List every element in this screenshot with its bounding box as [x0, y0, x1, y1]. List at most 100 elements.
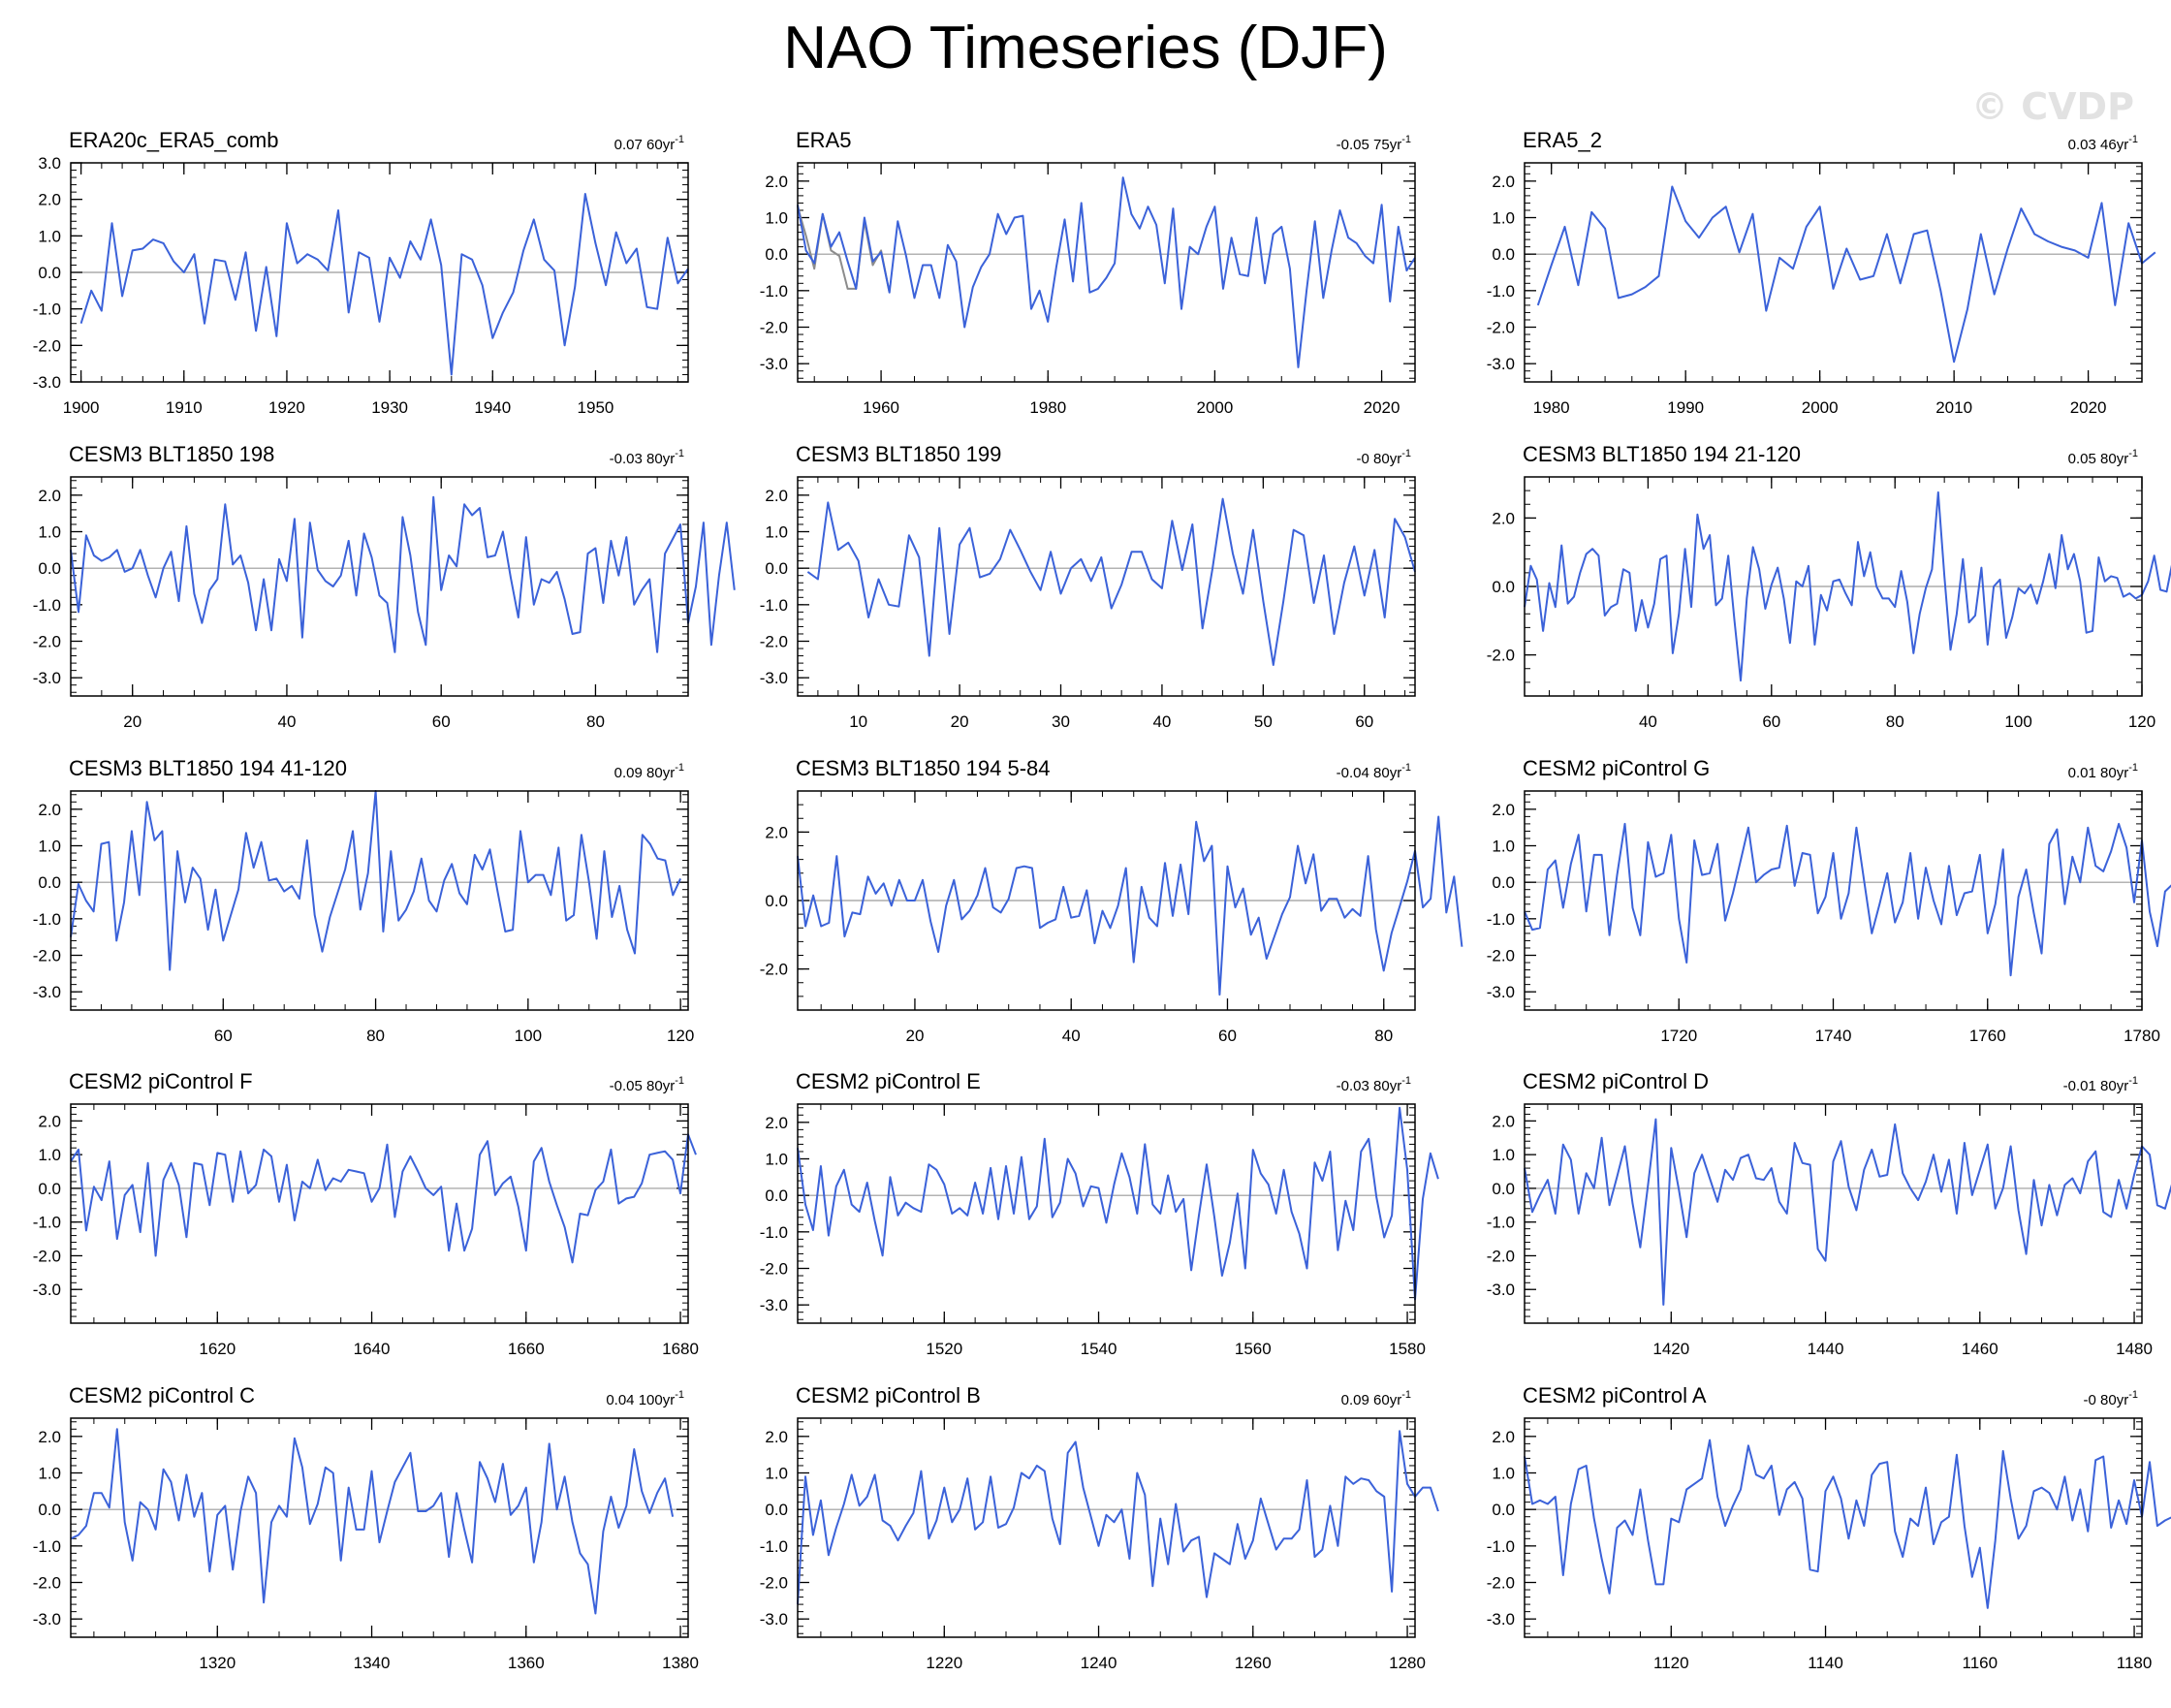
- x-tick-label: 100: [515, 1027, 542, 1045]
- chart-title: NAO Timeseries (DJF): [783, 15, 1388, 81]
- panel-trend: -0 80yr-1: [1357, 448, 1411, 467]
- panel-12: CESM2 piControl D -0.01 80yr-1 -3.0 -2.0 -1.…: [1487, 1069, 2171, 1358]
- y-tick-label: -3.0: [1487, 355, 1515, 373]
- panel-7: CESM3 BLT1850 194 41-120 0.09 80yr-1 -3.0 -…: [33, 756, 695, 1045]
- y-tick-label: -3.0: [760, 1610, 788, 1629]
- trend-exponent: -1: [2128, 134, 2138, 145]
- plot-frame: [1524, 1103, 2143, 1324]
- y-tick-label: -1.0: [760, 1537, 788, 1556]
- y-tick-label: -3.0: [1487, 983, 1515, 1001]
- x-tick-label: 1920: [268, 398, 305, 417]
- x-tick-label: 2020: [2070, 398, 2107, 417]
- y-tick-label: 2.0: [38, 1112, 61, 1130]
- y-tick-label: -1.0: [33, 910, 61, 929]
- y-tick-label: 0.0: [765, 1501, 788, 1519]
- y-tick-label: -1.0: [33, 596, 61, 615]
- y-tick-label: -3.0: [1487, 1610, 1515, 1629]
- x-tick-label: 40: [1062, 1027, 1081, 1045]
- plot-frame: [1524, 162, 2143, 383]
- y-tick-label: -2.0: [760, 319, 788, 337]
- y-tick-label: -2.0: [33, 336, 61, 355]
- trend-exponent: -1: [675, 1389, 684, 1401]
- x-tick-label: 100: [2004, 712, 2031, 731]
- series-line-1: [806, 497, 1416, 666]
- x-tick-label: 80: [366, 1027, 385, 1045]
- y-tick-label: -1.0: [1487, 1214, 1515, 1232]
- trend-exponent: -1: [1401, 134, 1411, 145]
- trend-exponent: -1: [1401, 1075, 1411, 1087]
- y-tick-label: -2.0: [1487, 319, 1515, 337]
- x-tick-label: 1140: [1808, 1654, 1843, 1672]
- trend-exponent: -1: [2128, 448, 2138, 459]
- trend-exponent: -1: [1401, 1389, 1411, 1401]
- panel-title: CESM3 BLT1850 199: [796, 442, 1001, 466]
- y-tick-label: -2.0: [33, 633, 61, 651]
- trend-exponent: -1: [1401, 762, 1411, 774]
- panel-title: CESM2 piControl F: [69, 1069, 253, 1093]
- watermark-label: © CVDP: [1971, 85, 2134, 128]
- x-tick-label: 80: [586, 712, 605, 731]
- x-tick-label: 1120: [1653, 1654, 1689, 1672]
- trend-exponent: -1: [675, 1075, 684, 1087]
- y-tick-label: 0.0: [1492, 578, 1515, 596]
- y-tick-label: -3.0: [760, 669, 788, 687]
- x-tick-label: 2010: [1935, 398, 1972, 417]
- plot-frame: [797, 162, 1416, 383]
- x-tick-label: 1480: [2116, 1340, 2153, 1358]
- trend-exponent: -1: [2128, 762, 2138, 774]
- plot-frame: [797, 790, 1416, 1011]
- panel-title: CESM3 BLT1850 198: [69, 442, 274, 466]
- panel-title: CESM2 piControl D: [1523, 1069, 1709, 1093]
- x-tick-label: 2000: [1802, 398, 1839, 417]
- y-tick-label: 0.0: [38, 873, 61, 892]
- panel-trend: -0.01 80yr-1: [2063, 1075, 2138, 1094]
- x-tick-label: 1220: [926, 1654, 962, 1672]
- panel-5: CESM3 BLT1850 199 -0 80yr-1 -3.0 -2.0 -1.0 0.…: [760, 442, 1416, 731]
- panel-trend: 0.04 100yr-1: [606, 1389, 684, 1408]
- series-line-1: [1524, 490, 2171, 682]
- y-tick-label: -1.0: [1487, 1537, 1515, 1556]
- x-tick-label: 1420: [1652, 1340, 1689, 1358]
- series-line-1: [1524, 1439, 2171, 1609]
- x-tick-label: 1980: [1029, 398, 1066, 417]
- x-tick-label: 1520: [926, 1340, 962, 1358]
- y-tick-label: -3.0: [33, 669, 61, 687]
- y-tick-label: 2.0: [1492, 1112, 1515, 1130]
- x-tick-label: 1660: [508, 1340, 545, 1358]
- panel-4: CESM3 BLT1850 198 -0.03 80yr-1 -3.0 -2.0 -1.…: [33, 442, 736, 731]
- panel-trend: 0.09 60yr-1: [1341, 1389, 1411, 1408]
- plot-frame: [70, 1417, 689, 1638]
- y-tick-label: 0.0: [765, 559, 788, 578]
- y-tick-label: 0.0: [765, 892, 788, 910]
- x-tick-label: 20: [123, 712, 142, 731]
- panel-8: CESM3 BLT1850 194 5-84 -0.04 80yr-1 -2.0 0.…: [760, 756, 1463, 1045]
- panel-trend: 0.03 46yr-1: [2068, 134, 2138, 153]
- panel-title: CESM2 piControl A: [1523, 1383, 1707, 1408]
- trend-exponent: -1: [675, 448, 684, 459]
- y-tick-label: 2.0: [1492, 801, 1515, 819]
- y-tick-label: -2.0: [1487, 1247, 1515, 1265]
- x-tick-label: 1380: [662, 1654, 699, 1672]
- panel-trend: -0 80yr-1: [2084, 1389, 2138, 1408]
- trend-exponent: -1: [2128, 1075, 2138, 1087]
- y-tick-label: -1.0: [1487, 910, 1515, 929]
- x-tick-label: 30: [1052, 712, 1070, 731]
- y-tick-label: 2.0: [38, 487, 61, 505]
- panel-title: CESM3 BLT1850 194 21-120: [1523, 442, 1801, 466]
- series-line-1: [70, 495, 736, 653]
- panel-trend: 0.01 80yr-1: [2068, 762, 2138, 781]
- panel-title: CESM2 piControl G: [1523, 756, 1710, 780]
- x-tick-label: 1240: [1081, 1654, 1117, 1672]
- panel-15: CESM2 piControl A -0 80yr-1 -3.0 -2.0 -1.0 0.…: [1487, 1383, 2171, 1672]
- panel-title: CESM3 BLT1850 194 5-84: [796, 756, 1051, 780]
- y-tick-label: 2.0: [765, 1114, 788, 1132]
- plot-frame: [70, 790, 689, 1011]
- y-tick-label: -2.0: [760, 1260, 788, 1279]
- panel-2: ERA5 -0.05 75yr-1 -3.0 -2.0 -1.0 0.0 1.0 2.0 196…: [760, 128, 1416, 417]
- x-tick-label: 1440: [1808, 1340, 1844, 1358]
- y-tick-label: 1.0: [1492, 1146, 1515, 1164]
- y-tick-label: 1.0: [38, 838, 61, 856]
- x-tick-label: 1780: [2124, 1027, 2160, 1045]
- plot-frame: [1524, 476, 2143, 697]
- plot-frame: [70, 162, 689, 383]
